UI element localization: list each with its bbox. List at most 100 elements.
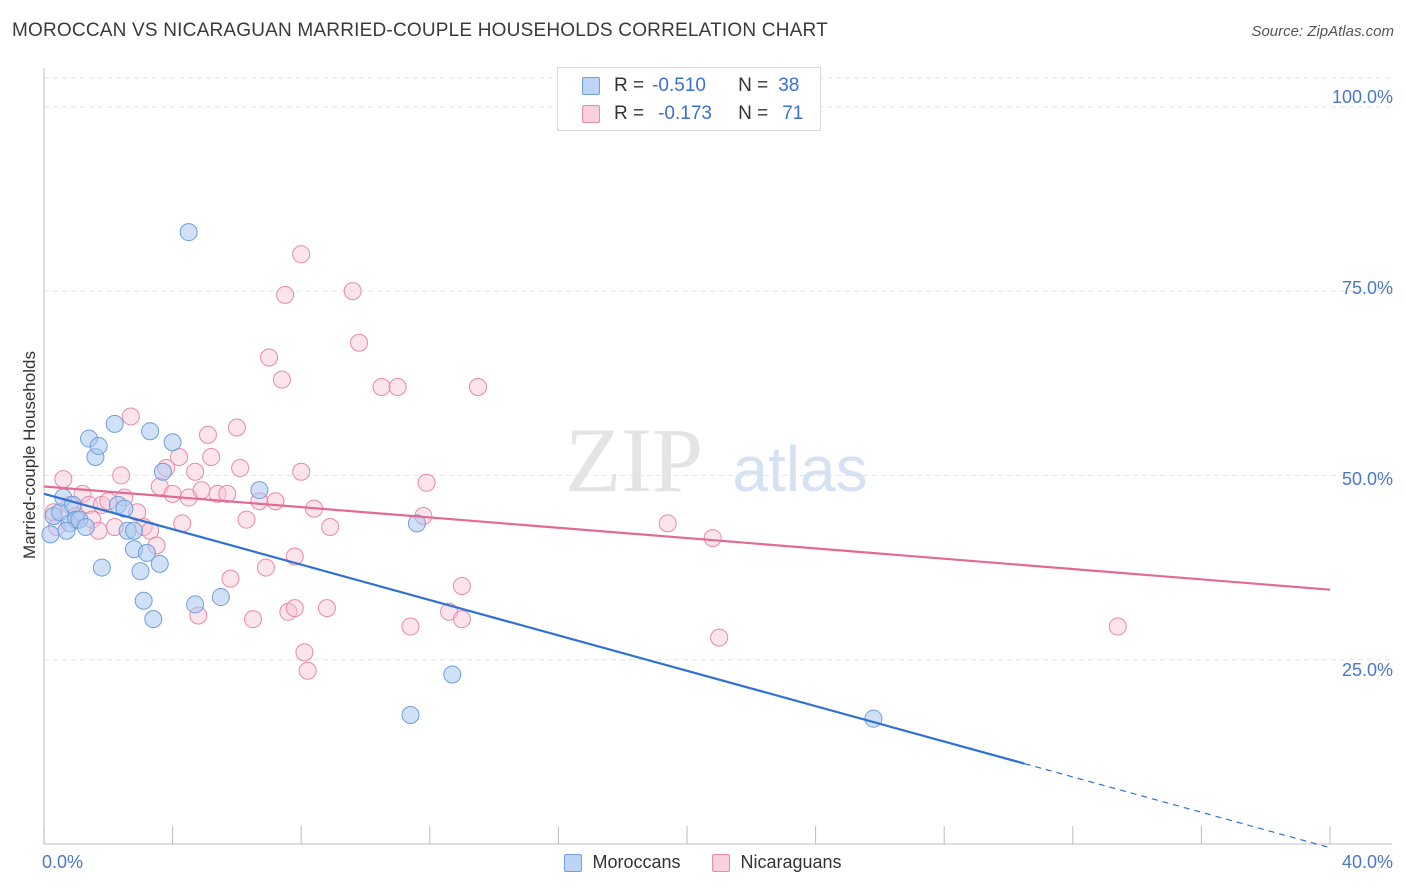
nicaraguans-legend-label: Nicaraguans: [740, 852, 842, 872]
nicaraguan-point: [237, 510, 256, 529]
nicaraguan-point: [266, 492, 285, 511]
y-tick-75: 75.0%: [1341, 278, 1393, 298]
moroccan-point: [125, 521, 144, 540]
nicaraguan-point: [452, 610, 471, 629]
nicaraguan-point: [285, 599, 304, 618]
nicaraguan-point: [208, 484, 227, 503]
moroccan-point: [211, 588, 230, 607]
moroccan-point: [144, 610, 163, 629]
nicaraguan-trend-line: [43, 485, 1331, 591]
nicaraguan-point: [452, 577, 471, 595]
nicaraguan-point: [112, 466, 131, 485]
moroccan-point: [401, 706, 420, 724]
correlation-legend: R = -0.510 N = 38 R = -0.173 N = 71: [557, 67, 821, 131]
moroccans-r-label: R =: [614, 75, 645, 96]
source-label: Source: ZipAtlas.com: [1251, 23, 1394, 40]
moroccan-point: [150, 554, 169, 573]
nicaraguans-n-label: N =: [738, 103, 769, 124]
moroccan-trend-extension: [1024, 763, 1331, 849]
moroccan-point: [137, 543, 156, 562]
nicaraguan-point: [703, 529, 722, 548]
moroccan-point: [41, 525, 60, 544]
nicaraguan-point: [260, 348, 279, 367]
axes: [43, 68, 1392, 845]
moroccans-r-value: -0.510: [652, 75, 706, 96]
moroccan-point: [76, 518, 95, 537]
moroccan-point: [163, 433, 182, 452]
moroccan-point: [153, 462, 172, 481]
moroccan-point: [407, 514, 426, 533]
y-tick-50: 50.0%: [1341, 469, 1393, 489]
watermark-zip: ZIP: [565, 409, 703, 511]
moroccan-trend-line: [43, 492, 1025, 765]
nicaraguan-point: [292, 245, 311, 264]
nicaraguan-point: [417, 473, 436, 492]
moroccan-point: [57, 521, 76, 540]
watermark: ZIP atlas: [565, 409, 868, 511]
nicaraguan-point: [121, 407, 140, 426]
nicaraguan-point: [192, 481, 211, 500]
moroccan-point: [131, 562, 150, 581]
moroccans-legend-label: Moroccans: [592, 852, 681, 872]
legend-row-moroccans: R = -0.510 N = 38: [582, 73, 799, 99]
series-legend: Moroccans Nicaraguans: [0, 852, 1406, 873]
y-tick-25: 25.0%: [1341, 660, 1393, 680]
nicaraguan-point: [343, 282, 362, 301]
nicaraguan-point: [401, 617, 420, 636]
nicaraguan-point: [243, 610, 262, 629]
chart-title: MOROCCAN VS NICARAGUAN MARRIED-COUPLE HO…: [12, 20, 828, 41]
nicaraguan-point: [231, 459, 250, 478]
moroccan-point: [443, 665, 462, 684]
nicaraguan-point: [186, 462, 205, 481]
nicaraguan-point: [469, 377, 488, 396]
nicaraguans-swatch: [582, 105, 600, 123]
y-tick-100: 100.0%: [1331, 87, 1393, 107]
nicaraguan-point: [256, 558, 275, 577]
nicaraguan-point: [1108, 617, 1127, 636]
nicaraguan-point: [350, 333, 369, 352]
moroccans-n-label: N =: [738, 75, 769, 96]
watermark-atlas: atlas: [732, 433, 867, 505]
moroccan-point: [105, 414, 124, 433]
legend-row-nicaraguans: R = -0.173 N = 71: [582, 101, 803, 127]
nicaraguan-point: [658, 514, 677, 533]
legend-item-moroccans[interactable]: Moroccans: [564, 852, 680, 873]
moroccan-point: [250, 481, 269, 500]
nicaraguans-legend-swatch: [712, 853, 731, 872]
nicaraguan-point: [317, 599, 336, 618]
moroccans-legend-swatch: [564, 853, 583, 872]
moroccan-point: [141, 422, 160, 441]
moroccan-point: [179, 223, 198, 242]
nicaraguans-n-value: 71: [782, 103, 804, 124]
nicaraguan-point: [276, 285, 295, 304]
x-tick-min: 0.0%: [42, 852, 84, 872]
y-axis-label: Married-couple Households: [20, 351, 39, 559]
moroccan-point: [134, 591, 153, 610]
x-tick-max: 40.0%: [1341, 852, 1393, 872]
nicaraguan-point: [295, 643, 314, 662]
nicaraguan-point: [227, 418, 246, 437]
moroccan-point: [92, 558, 111, 577]
nicaraguan-point: [372, 377, 391, 396]
nicaraguan-point: [298, 661, 317, 680]
moroccans-swatch: [582, 77, 600, 95]
nicaraguan-point: [202, 448, 221, 466]
moroccan-point: [186, 595, 205, 614]
nicaraguans-r-value: -0.173: [658, 103, 712, 124]
nicaraguan-point: [272, 370, 291, 389]
nicaraguan-point: [198, 425, 217, 444]
moroccan-points: [41, 223, 883, 728]
moroccans-n-value: 38: [778, 75, 800, 96]
grid-lines: [44, 77, 1392, 661]
nicaraguan-point: [292, 462, 311, 481]
nicaraguan-point: [218, 484, 237, 503]
legend-item-nicaraguans[interactable]: Nicaraguans: [712, 852, 842, 873]
moroccan-point: [89, 436, 108, 455]
nicaraguan-point: [321, 518, 340, 537]
nicaraguan-point: [710, 628, 729, 647]
nicaraguan-point: [163, 484, 182, 503]
nicaraguans-r-label: R =: [614, 103, 645, 124]
nicaraguan-point: [54, 470, 73, 489]
nicaraguan-point: [388, 377, 407, 396]
